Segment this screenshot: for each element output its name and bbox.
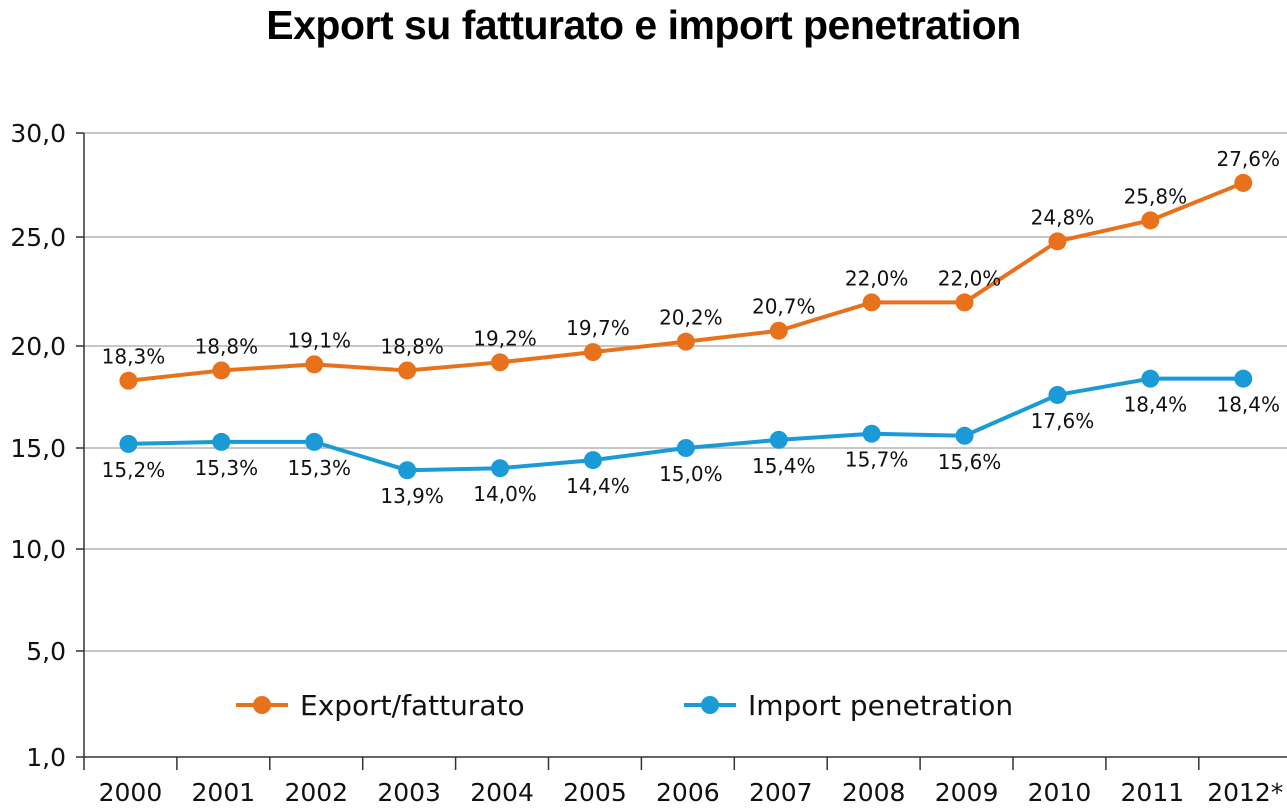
legend-label: Export/fatturato bbox=[300, 689, 525, 722]
x-tick-label: 2012* bbox=[1207, 778, 1283, 807]
data-labels: 18,3% 18,8% 19,1% 18,8% 19,2% 19,7% 20,2% 20,7%… bbox=[102, 147, 1280, 508]
data-point bbox=[862, 293, 881, 312]
data-label: 19,2% bbox=[473, 326, 537, 350]
data-point bbox=[212, 432, 231, 451]
data-label: 15,4% bbox=[752, 454, 816, 478]
data-label: 15,0% bbox=[659, 462, 723, 486]
legend-swatch-marker bbox=[701, 696, 719, 714]
data-label: 13,9% bbox=[380, 484, 444, 508]
gridlines bbox=[84, 132, 1287, 652]
data-label: 25,8% bbox=[1124, 184, 1188, 208]
data-point bbox=[676, 439, 695, 457]
data-point bbox=[1048, 385, 1067, 404]
data-label: 14,0% bbox=[473, 482, 537, 506]
data-point bbox=[305, 432, 324, 451]
x-tick-label: 2008 bbox=[842, 778, 906, 807]
legend-swatch-marker bbox=[253, 696, 271, 714]
data-point bbox=[212, 361, 231, 380]
data-point bbox=[862, 424, 881, 443]
legend: Export/fatturato Import penetration bbox=[236, 689, 1013, 722]
y-tick-label: 10,0 bbox=[10, 535, 66, 564]
chart-title: Export su fatturato e import penetration bbox=[266, 2, 1021, 48]
data-label: 14,4% bbox=[566, 474, 630, 498]
x-tick-label: 2003 bbox=[377, 778, 441, 807]
data-label: 15,3% bbox=[287, 456, 351, 480]
x-tick-label: 2011 bbox=[1121, 778, 1185, 807]
data-label: 15,2% bbox=[102, 458, 166, 482]
data-label: 17,6% bbox=[1031, 409, 1095, 433]
x-tick-label: 2000 bbox=[99, 778, 163, 807]
data-label: 18,4% bbox=[1216, 393, 1280, 417]
data-point bbox=[676, 332, 695, 351]
data-label: 15,6% bbox=[938, 450, 1002, 474]
data-label: 20,7% bbox=[752, 295, 816, 319]
data-point bbox=[583, 343, 602, 362]
legend-label: Import penetration bbox=[748, 689, 1013, 722]
y-tick-label: 30,0 bbox=[10, 119, 66, 148]
data-label: 19,7% bbox=[566, 316, 630, 340]
x-tick-label: 2002 bbox=[284, 778, 348, 807]
series-import-penetration bbox=[119, 369, 1253, 480]
series-layer bbox=[119, 173, 1253, 480]
data-label: 22,0% bbox=[938, 266, 1002, 290]
data-point bbox=[955, 293, 974, 312]
data-label: 18,3% bbox=[102, 345, 166, 369]
data-label: 18,8% bbox=[195, 334, 259, 358]
data-point bbox=[583, 451, 602, 470]
data-label: 20,2% bbox=[659, 306, 723, 330]
data-label: 15,7% bbox=[845, 448, 909, 472]
data-point bbox=[119, 434, 138, 453]
data-point bbox=[398, 361, 417, 380]
data-point bbox=[491, 353, 510, 372]
data-point bbox=[1048, 232, 1067, 251]
y-axis-ticks: 30,0 25,0 20,0 15,0 10,0 5,0 1,0 bbox=[10, 119, 84, 772]
data-label: 22,0% bbox=[845, 266, 909, 290]
x-tick-label: 2001 bbox=[192, 778, 256, 807]
x-axis-ticks: 2000 2001 2002 2003 2004 2005 2006 2007 2008 2009… bbox=[83, 757, 1283, 807]
y-tick-label: 1,0 bbox=[26, 743, 66, 772]
data-point bbox=[1141, 211, 1160, 230]
data-label: 15,3% bbox=[195, 456, 259, 480]
x-tick-label: 2005 bbox=[563, 778, 627, 807]
legend-item: Export/fatturato bbox=[236, 689, 525, 722]
series-export-fatturato bbox=[119, 173, 1253, 390]
data-point bbox=[1234, 369, 1253, 388]
data-label: 24,8% bbox=[1031, 205, 1095, 229]
data-label: 19,1% bbox=[287, 328, 351, 352]
data-point bbox=[305, 355, 324, 374]
data-point bbox=[119, 371, 138, 390]
data-point bbox=[398, 461, 417, 480]
data-point bbox=[769, 430, 788, 449]
data-label: 18,8% bbox=[380, 334, 444, 358]
y-tick-label: 20,0 bbox=[10, 332, 66, 361]
data-point bbox=[955, 426, 974, 445]
data-point bbox=[491, 459, 510, 478]
y-tick-label: 15,0 bbox=[10, 434, 66, 463]
x-tick-label: 2004 bbox=[470, 778, 534, 807]
x-tick-label: 2007 bbox=[749, 778, 813, 807]
legend-item: Import penetration bbox=[684, 689, 1013, 722]
data-point bbox=[1141, 369, 1160, 388]
x-tick-label: 2006 bbox=[656, 778, 720, 807]
data-label: 18,4% bbox=[1124, 393, 1188, 417]
data-point bbox=[1234, 173, 1253, 192]
y-tick-label: 25,0 bbox=[10, 223, 66, 252]
data-label: 27,6% bbox=[1216, 147, 1280, 171]
y-tick-label: 5,0 bbox=[26, 637, 66, 666]
data-point bbox=[769, 321, 788, 340]
x-tick-label: 2010 bbox=[1028, 778, 1092, 807]
x-tick-label: 2009 bbox=[935, 778, 999, 807]
